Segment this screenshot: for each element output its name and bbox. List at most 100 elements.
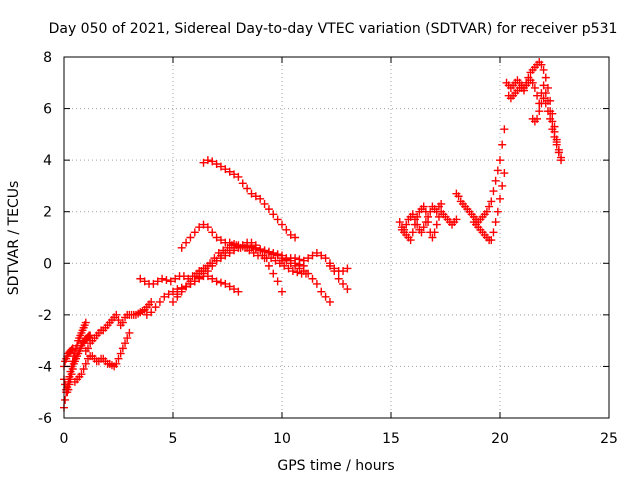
data-point [269,269,278,278]
data-point [216,251,225,260]
data-point [186,279,195,288]
data-point [256,246,265,255]
data-point [225,167,234,176]
data-point [260,199,269,208]
data-point [171,274,180,283]
data-point [65,380,74,389]
data-point [203,223,212,232]
data-point [221,248,230,257]
y-tick-label: 8 [43,50,52,66]
x-tick-label: 15 [382,431,400,447]
data-point [221,279,230,288]
data-point [395,218,404,227]
data-point [67,345,76,354]
data-point [278,287,286,296]
data-point [496,194,504,203]
data-point [410,220,419,229]
y-tick-label: -4 [38,359,52,375]
data-point [164,290,173,299]
data-point [166,277,175,286]
y-tick-label: 6 [43,102,52,118]
data-point [430,228,439,237]
data-point [493,166,502,175]
series-arc-5 [81,297,156,355]
data-point [123,334,132,343]
x-tick-label: 10 [273,431,291,447]
data-marks [60,58,566,412]
data-point [304,269,313,278]
data-point [487,197,496,206]
data-point [489,187,498,196]
data-point [238,242,247,251]
data-point [64,385,73,394]
x-tick-label: 0 [60,431,69,447]
data-point [230,239,239,248]
data-point [286,230,295,239]
data-point [498,181,507,190]
axis-ticks [63,56,610,419]
data-point [179,272,188,281]
series-arc-11 [199,156,300,242]
data-point [539,81,548,90]
data-point [208,228,217,237]
data-point [177,243,186,252]
data-point [419,223,428,232]
x-tick-label: 25 [600,431,618,447]
data-point [541,99,550,108]
data-point [288,267,297,276]
data-point [116,349,125,358]
chart-title: Day 050 of 2021, Sidereal Day-to-day VTE… [49,21,618,37]
data-point [485,202,494,211]
data-point [195,223,204,232]
data-point [243,184,252,193]
y-tick-label: -2 [38,308,52,324]
data-point [256,194,265,203]
data-point [68,365,77,374]
data-point [79,365,88,374]
data-point [304,254,313,263]
data-point [528,78,537,87]
data-point [421,207,430,216]
data-point [554,148,563,157]
x-tick-labels: 0 5 10 15 20 25 [60,431,618,447]
data-point [519,86,528,95]
data-point [158,274,167,283]
data-point [208,157,217,166]
data-point [317,287,326,296]
data-point [212,256,221,265]
data-point [424,218,433,227]
data-point [225,282,234,291]
data-point [539,65,548,74]
data-point [312,279,321,288]
data-point [264,248,273,257]
data-point [543,83,552,92]
data-point [67,370,76,379]
data-point [557,156,566,165]
data-point [325,297,334,306]
data-point [234,241,243,250]
data-point [454,192,463,201]
data-point [182,238,191,247]
data-point [208,261,217,270]
data-point [221,165,230,174]
data-point [234,172,243,181]
data-point [489,228,498,237]
data-point [81,359,90,368]
series-arc-13 [325,261,352,276]
series-arc-4 [70,328,134,386]
data-point [541,73,550,82]
y-tick-label: 2 [43,205,52,221]
data-point [251,192,260,201]
data-point [203,156,212,165]
data-point [136,274,145,283]
series-arc-14 [395,199,446,237]
plot-frame [63,56,610,419]
data-point [413,212,422,221]
series-arc-16 [452,125,509,227]
data-point [190,277,199,286]
data-point [452,215,461,224]
series-arc-6 [136,241,310,288]
data-point [112,310,121,319]
data-point [273,215,282,224]
data-point [339,267,348,276]
